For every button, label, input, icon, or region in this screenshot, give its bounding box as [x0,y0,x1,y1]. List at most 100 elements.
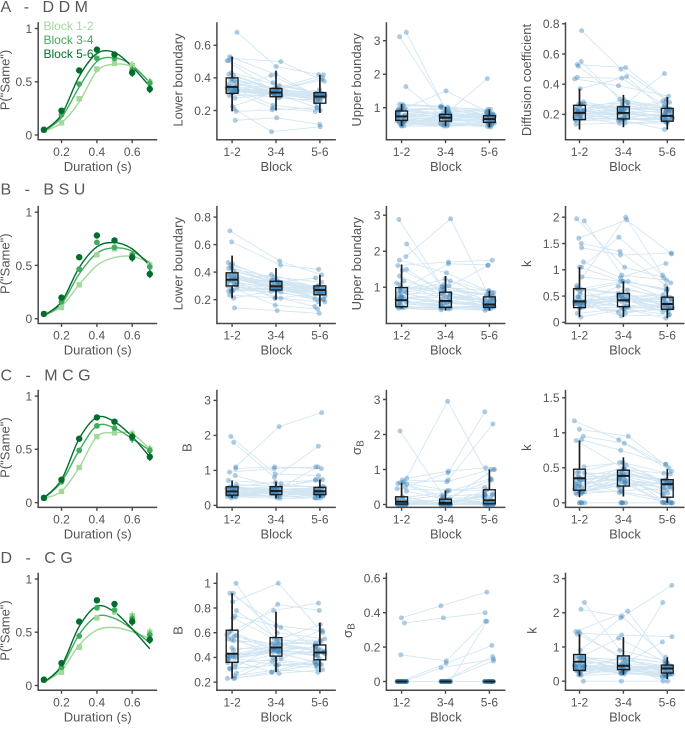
svg-text:1: 1 [553,263,560,277]
svg-text:Block: Block [261,709,293,724]
svg-text:0: 0 [553,496,560,510]
svg-text:0.5: 0.5 [543,461,560,475]
svg-text:1-2: 1-2 [393,695,411,709]
svg-text:5-6: 5-6 [659,695,677,709]
svg-text:0.4: 0.4 [194,651,211,665]
svg-text:0.2: 0.2 [194,675,211,689]
svg-text:0.6: 0.6 [543,47,560,61]
svg-text:1-2: 1-2 [571,145,589,159]
svg-text:3: 3 [374,209,381,223]
svg-text:1-2: 1-2 [571,695,589,709]
svg-text:3-4: 3-4 [615,512,633,526]
svg-text:B: B [179,443,194,452]
svg-text:0: 0 [26,128,33,142]
svg-text:1: 1 [374,101,381,115]
svg-text:1-2: 1-2 [393,329,411,343]
svg-text:5-6: 5-6 [481,512,499,526]
svg-text:0.5: 0.5 [543,289,560,303]
svg-text:3: 3 [374,393,381,407]
svg-text:5-6: 5-6 [659,329,677,343]
svg-text:0.4: 0.4 [89,145,106,159]
svg-text:Block: Block [430,526,462,541]
svg-text:1.5: 1.5 [543,391,560,405]
svg-text:0.4: 0.4 [364,606,381,620]
svg-text:1-2: 1-2 [223,145,241,159]
svg-text:5-6: 5-6 [481,329,499,343]
svg-text:C - MCG: C - MCG [1,368,96,385]
svg-text:5-6: 5-6 [311,145,329,159]
svg-text:3-4: 3-4 [267,145,285,159]
svg-text:P("Same"): P("Same") [0,233,13,294]
svg-text:Block: Block [609,343,641,358]
svg-text:Upper boundary: Upper boundary [349,33,364,127]
svg-text:B - BSU: B - BSU [1,181,90,198]
svg-text:Block: Block [430,709,462,724]
svg-text:0.6: 0.6 [194,626,211,640]
svg-text:Lower boundary: Lower boundary [170,217,185,311]
svg-text:3-4: 3-4 [615,329,633,343]
svg-text:k: k [525,627,540,634]
svg-text:0.4: 0.4 [543,78,560,92]
svg-text:1: 1 [553,426,560,440]
svg-text:Block: Block [430,343,462,358]
svg-text:P("Same"): P("Same") [0,50,13,111]
svg-text:Block: Block [609,709,641,724]
svg-text:3: 3 [553,572,560,586]
svg-text:1: 1 [26,389,33,403]
svg-text:0.4: 0.4 [89,329,106,343]
svg-text:Duration (s): Duration (s) [64,343,132,358]
svg-text:5-6: 5-6 [481,695,499,709]
svg-text:0.6: 0.6 [124,145,141,159]
svg-text:0: 0 [553,675,560,689]
svg-text:5-6: 5-6 [659,512,677,526]
svg-text:5-6: 5-6 [311,695,329,709]
svg-text:0.8: 0.8 [543,17,560,31]
svg-text:0.6: 0.6 [364,572,381,586]
svg-text:0.2: 0.2 [53,145,70,159]
svg-text:0: 0 [553,316,560,330]
svg-text:1: 1 [374,463,381,477]
svg-text:0: 0 [26,312,33,326]
svg-text:Block: Block [261,343,293,358]
svg-text:3-4: 3-4 [437,512,455,526]
svg-text:0: 0 [374,498,381,512]
svg-text:2: 2 [553,211,560,225]
svg-text:1-2: 1-2 [571,512,589,526]
svg-text:Duration (s): Duration (s) [64,526,132,541]
svg-text:3-4: 3-4 [437,145,455,159]
svg-text:Block: Block [609,526,641,541]
svg-text:0: 0 [374,675,381,689]
svg-text:0.2: 0.2 [364,640,381,654]
svg-text:A - DDM: A - DDM [1,0,93,16]
svg-text:P("Same"): P("Same") [0,417,13,478]
svg-text:Block 3-4: Block 3-4 [44,33,94,47]
svg-text:1: 1 [26,206,33,220]
svg-text:0.4: 0.4 [194,71,211,85]
svg-text:0.6: 0.6 [124,512,141,526]
svg-text:0.5: 0.5 [16,75,33,89]
svg-text:1: 1 [204,577,211,591]
svg-text:0.2: 0.2 [53,695,70,709]
svg-text:1-2: 1-2 [393,145,411,159]
svg-text:2: 2 [204,429,211,443]
svg-text:1: 1 [26,572,33,586]
svg-text:0.2: 0.2 [194,293,211,307]
svg-text:Block: Block [609,159,641,174]
svg-text:Duration (s): Duration (s) [64,159,132,174]
svg-text:Lower boundary: Lower boundary [170,33,185,127]
svg-text:Block: Block [261,526,293,541]
svg-text:3-4: 3-4 [437,329,455,343]
svg-text:2: 2 [374,68,381,82]
svg-text:0: 0 [204,499,211,513]
svg-text:5-6: 5-6 [481,145,499,159]
svg-text:0.4: 0.4 [194,265,211,279]
svg-text:0.6: 0.6 [194,39,211,53]
svg-text:B: B [170,626,185,635]
svg-text:0.8: 0.8 [194,601,211,615]
svg-text:0: 0 [26,679,33,693]
svg-text:1-2: 1-2 [393,512,411,526]
svg-text:Block: Block [261,159,293,174]
svg-text:3-4: 3-4 [267,695,285,709]
svg-text:1-2: 1-2 [223,512,241,526]
svg-text:1: 1 [553,640,560,654]
